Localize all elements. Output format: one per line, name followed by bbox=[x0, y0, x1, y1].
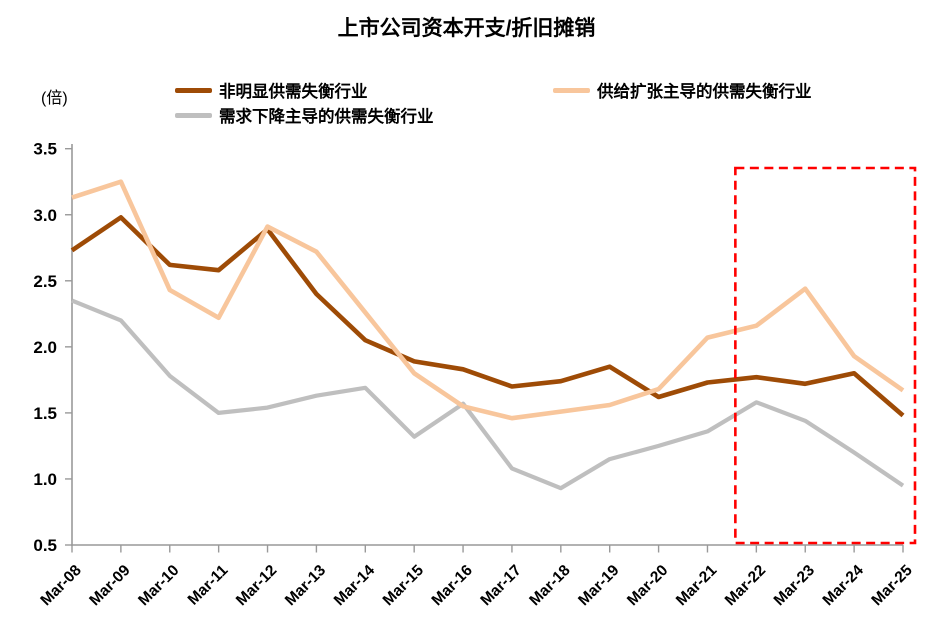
x-tick-label: Mar-23 bbox=[771, 562, 819, 610]
legend-label: 供给扩张主导的供需失衡行业 bbox=[597, 83, 812, 101]
legend-item-non-obvious-imbalance: 非明显供需失衡行业 bbox=[175, 78, 368, 102]
legend-label: 非明显供需失衡行业 bbox=[219, 83, 368, 101]
legend-item-supply-expansion: 供给扩张主导的供需失衡行业 bbox=[553, 78, 812, 102]
x-tick-label: Mar-17 bbox=[477, 562, 524, 609]
x-tick-label: Mar-22 bbox=[722, 562, 769, 609]
x-tick-label: Mar-13 bbox=[282, 562, 330, 610]
y-tick-label: 3.0 bbox=[33, 206, 57, 225]
x-tick-label: Mar-10 bbox=[135, 562, 182, 609]
legend-swatch-brown bbox=[175, 87, 212, 93]
x-tick-label: Mar-09 bbox=[86, 562, 134, 610]
x-tick-label: Mar-16 bbox=[429, 562, 477, 610]
series-line-1 bbox=[71, 179, 905, 421]
x-tick-label: Mar-15 bbox=[380, 562, 428, 610]
chart-title: 上市公司资本开支/折旧摊销 bbox=[337, 17, 596, 40]
x-tick-label: Mar-24 bbox=[820, 562, 868, 610]
x-tick-label: Mar-12 bbox=[233, 562, 280, 609]
x-tick-label: Mar-20 bbox=[624, 562, 671, 609]
y-tick-label: 2.5 bbox=[33, 272, 57, 291]
x-tick-label: Mar-25 bbox=[868, 562, 916, 610]
legend-label: 需求下降主导的供需失衡行业 bbox=[219, 108, 434, 126]
legend-swatch-orange bbox=[553, 87, 590, 93]
x-tick-label: Mar-11 bbox=[185, 562, 232, 609]
x-tick-label: Mar-19 bbox=[575, 562, 623, 610]
y-tick-label: 0.5 bbox=[33, 536, 57, 555]
y-tick-label: 1.0 bbox=[33, 470, 57, 489]
series-line-2 bbox=[71, 298, 905, 491]
series-line-0 bbox=[70, 215, 905, 418]
x-tick-label: Mar-08 bbox=[37, 562, 85, 610]
x-tick-label: Mar-21 bbox=[673, 562, 721, 610]
legend-item-demand-decline: 需求下降主导的供需失衡行业 bbox=[175, 103, 434, 127]
x-tick-label: Mar-14 bbox=[331, 562, 379, 610]
y-axis-unit-label: (倍) bbox=[41, 90, 68, 107]
y-tick-label: 1.5 bbox=[33, 404, 57, 423]
x-tick-label: Mar-18 bbox=[526, 562, 574, 610]
highlight-box bbox=[734, 166, 917, 545]
legend-swatch-gray bbox=[175, 112, 212, 118]
y-tick-label: 2.0 bbox=[33, 338, 57, 357]
y-tick-label: 3.5 bbox=[33, 140, 57, 159]
